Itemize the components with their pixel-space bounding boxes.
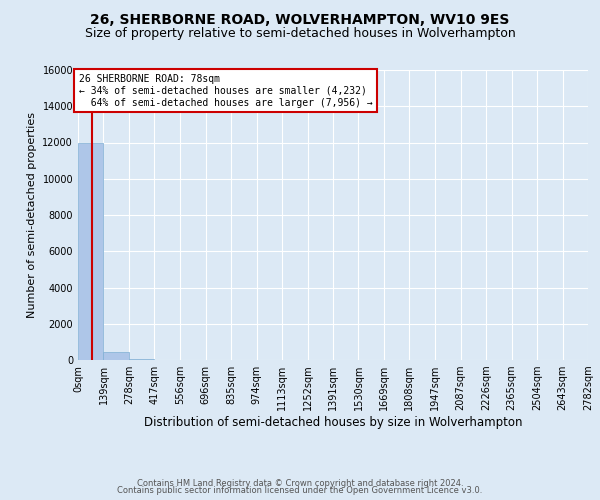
Text: Size of property relative to semi-detached houses in Wolverhampton: Size of property relative to semi-detach… <box>85 28 515 40</box>
Text: 26 SHERBORNE ROAD: 78sqm
← 34% of semi-detached houses are smaller (4,232)
  64%: 26 SHERBORNE ROAD: 78sqm ← 34% of semi-d… <box>79 74 373 108</box>
Bar <box>78 142 103 360</box>
Bar <box>103 352 129 360</box>
X-axis label: Distribution of semi-detached houses by size in Wolverhampton: Distribution of semi-detached houses by … <box>144 416 522 429</box>
Text: Contains public sector information licensed under the Open Government Licence v3: Contains public sector information licen… <box>118 486 482 495</box>
Text: Contains HM Land Registry data © Crown copyright and database right 2024.: Contains HM Land Registry data © Crown c… <box>137 478 463 488</box>
Y-axis label: Number of semi-detached properties: Number of semi-detached properties <box>27 112 37 318</box>
Text: 26, SHERBORNE ROAD, WOLVERHAMPTON, WV10 9ES: 26, SHERBORNE ROAD, WOLVERHAMPTON, WV10 … <box>91 12 509 26</box>
